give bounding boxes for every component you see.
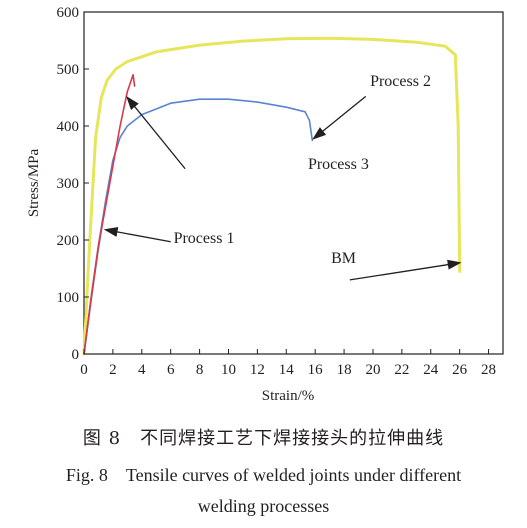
annotation-arrow-process-1 <box>103 226 171 243</box>
plot-frame <box>83 11 504 355</box>
figure-caption-chinese: 图 8 不同焊接工艺下焊接接头的拉伸曲线 <box>82 428 445 449</box>
annotation-arrow-process-2 <box>312 95 367 140</box>
x-tick-label: 4 <box>138 362 146 378</box>
x-axis-title: Strain/% <box>262 388 315 404</box>
x-tick-label: 22 <box>394 362 409 378</box>
x-tick-label: 10 <box>221 362 236 378</box>
x-tick-label: 16 <box>308 362 324 378</box>
y-tick-label: 200 <box>57 233 80 249</box>
x-tick-label: 2 <box>109 362 117 378</box>
annotation-arrow-process-3 <box>126 95 186 170</box>
x-tick-label: 12 <box>250 362 265 378</box>
series-line-process-3 <box>83 73 136 355</box>
series-line-bm <box>82 36 462 356</box>
annotation-label-process-1: Process 1 <box>174 230 235 247</box>
figure-caption-english-line-1: Fig. 8 Tensile curves of welded joints u… <box>65 465 462 485</box>
y-tick-label: 300 <box>57 176 80 192</box>
x-tick-label: 6 <box>167 362 175 378</box>
y-tick-label: 400 <box>57 119 80 135</box>
x-tick-label: 8 <box>196 362 204 378</box>
y-tick-label: 100 <box>57 290 80 306</box>
x-tick-label: 14 <box>279 362 295 378</box>
x-tick-label: 18 <box>337 362 352 378</box>
x-tick-label: 26 <box>452 362 468 378</box>
y-axis-title: Stress/MPa <box>26 148 42 217</box>
annotation-label-process-3: Process 3 <box>308 156 369 173</box>
y-tick-label: 500 <box>57 62 80 78</box>
x-tick-label: 28 <box>481 362 496 378</box>
x-tick-label: 20 <box>365 362 380 378</box>
annotation-label-process-2: Process 2 <box>370 73 431 90</box>
x-tick-label: 0 <box>80 362 88 378</box>
figure-caption-english-line-2: welding processes <box>197 496 330 516</box>
x-tick-label: 24 <box>423 362 439 378</box>
annotation-arrow-bm <box>349 259 462 281</box>
y-tick-label: 600 <box>57 5 80 21</box>
y-tick-label: 0 <box>72 347 80 363</box>
annotation-label-bm: BM <box>331 250 356 267</box>
